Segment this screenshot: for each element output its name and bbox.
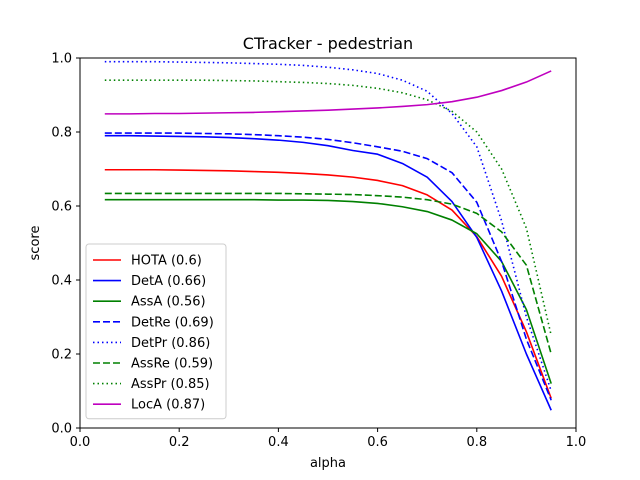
y-tick-label: 0.8 [51,126,72,141]
legend-label: HOTA (0.6) [131,254,202,269]
series-line-assre [104,192,552,355]
series-line-deta [104,134,552,411]
y-axis-label: score [28,226,43,261]
x-axis: 0.0 0.2 0.4 0.6 0.8 1.0 [70,428,587,450]
series-line-detpr [104,60,552,392]
y-tick-label: 0.4 [51,274,72,289]
legend-label: DetPr (0.86) [131,336,210,351]
y-tick-label: 0.6 [51,200,72,215]
legend: HOTA (0.6) DetA (0.66) AssA (0.56) DetRe (0… [85,243,227,420]
y-tick-label: 0.0 [51,422,72,437]
legend-label: DetA (0.66) [131,274,206,289]
x-tick-label: 1.0 [566,435,587,450]
x-tick-label: 0.4 [268,435,289,450]
legend-label: LocA (0.87) [131,398,205,413]
legend-box [85,243,227,420]
chart-title: CTracker - pedestrian [243,34,413,53]
series-line-assa [104,198,552,384]
series-line-asspr [104,79,552,336]
y-tick-label: 1.0 [51,52,72,67]
x-tick-label: 0.6 [367,435,388,450]
x-tick-label: 0.8 [466,435,487,450]
plot-frame [79,57,577,429]
series-line-detre [104,132,552,401]
y-axis: 0.0 0.2 0.4 0.6 0.8 1.0 [51,52,80,437]
plot-lines [104,60,552,411]
series-line-loca [104,70,552,115]
y-tick-label: 0.2 [51,348,72,363]
legend-label: AssA (0.56) [131,295,206,310]
legend-label: AssRe (0.59) [131,357,213,372]
legend-label: DetRe (0.69) [131,315,214,330]
x-tick-label: 0.0 [70,435,91,450]
x-axis-label: alpha [310,456,346,471]
legend-label: AssPr (0.85) [131,377,210,392]
x-tick-label: 0.2 [169,435,190,450]
